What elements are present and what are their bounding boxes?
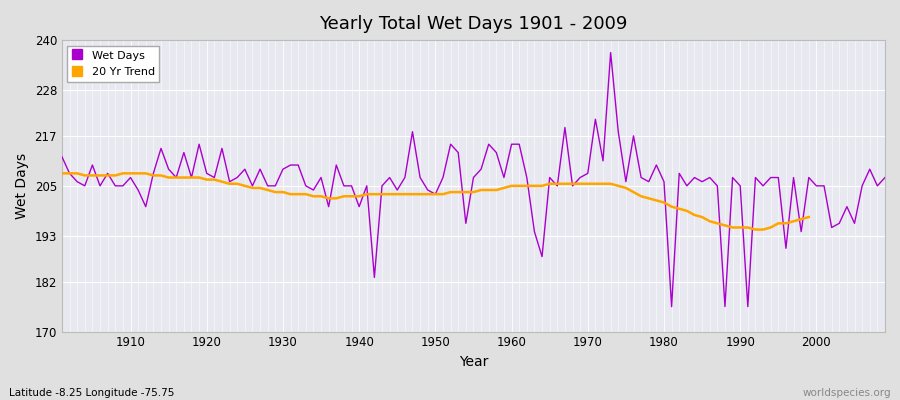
X-axis label: Year: Year — [459, 355, 488, 369]
Text: Latitude -8.25 Longitude -75.75: Latitude -8.25 Longitude -75.75 — [9, 388, 175, 398]
Y-axis label: Wet Days: Wet Days — [15, 153, 29, 219]
Title: Yearly Total Wet Days 1901 - 2009: Yearly Total Wet Days 1901 - 2009 — [320, 15, 627, 33]
Text: worldspecies.org: worldspecies.org — [803, 388, 891, 398]
Legend: Wet Days, 20 Yr Trend: Wet Days, 20 Yr Trend — [68, 46, 159, 82]
